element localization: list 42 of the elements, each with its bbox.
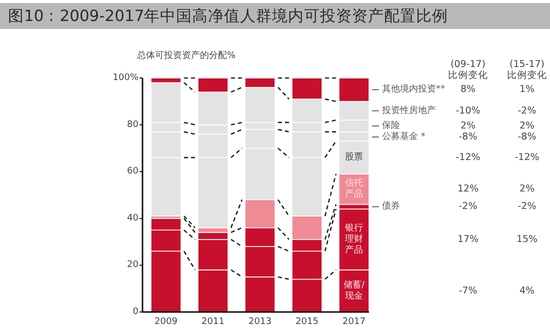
series-label: 其他境内投资** xyxy=(382,84,446,95)
y-tick-label: 60 xyxy=(127,166,139,177)
y-tick-label: 20 xyxy=(127,260,139,270)
text: 2% xyxy=(519,120,535,132)
text: (15-17) 比例变化 xyxy=(507,59,547,81)
series-label: 银行理财产品 xyxy=(344,222,363,256)
series-label: 储蓄/现金 xyxy=(343,279,366,302)
text: 4% xyxy=(519,285,535,296)
text: -10% xyxy=(456,105,480,116)
text: -12% xyxy=(456,152,480,164)
text: 1% xyxy=(519,84,535,96)
series-label: 保险 xyxy=(382,120,400,131)
series-label: 投资性房地产 xyxy=(381,104,436,116)
y-axis-title: 总体可投资资产的分配% xyxy=(136,50,236,61)
text: 8% xyxy=(460,84,476,96)
text: -7% xyxy=(458,285,478,296)
x-tick-label: 2009 xyxy=(154,317,178,327)
series-label: 信托产品 xyxy=(345,178,363,200)
y-tick-label: 100% xyxy=(112,73,139,83)
text: -8% xyxy=(518,131,536,142)
text: 2% xyxy=(519,184,535,195)
y-tick-label: 0 xyxy=(132,307,139,317)
chart-title: 图10：2009-2017年中国高净值人群境内可投资资产配置比例 xyxy=(8,7,448,25)
series-label: 股票 xyxy=(345,152,363,163)
text: (09-17) 比例变化 xyxy=(448,59,488,81)
x-tick-label: 2015 xyxy=(296,317,318,327)
text: 17% xyxy=(457,234,479,245)
series-label: 债券 xyxy=(382,200,400,212)
text: -2% xyxy=(518,201,536,212)
text: 15% xyxy=(516,234,538,245)
text: -8% xyxy=(458,131,478,142)
text: -12% xyxy=(514,152,540,164)
x-tick-label: 2013 xyxy=(248,317,272,327)
x-tick-label: 2017 xyxy=(342,317,366,327)
text: 12% xyxy=(457,184,479,195)
series-label: 公募基金 * xyxy=(382,130,426,142)
y-tick-label: 80 xyxy=(127,120,139,130)
text: -2% xyxy=(518,105,536,116)
x-tick-label: 2011 xyxy=(202,317,224,327)
text: -2% xyxy=(458,201,478,212)
text: 2% xyxy=(460,120,476,132)
y-tick-label: 40 xyxy=(127,213,139,224)
